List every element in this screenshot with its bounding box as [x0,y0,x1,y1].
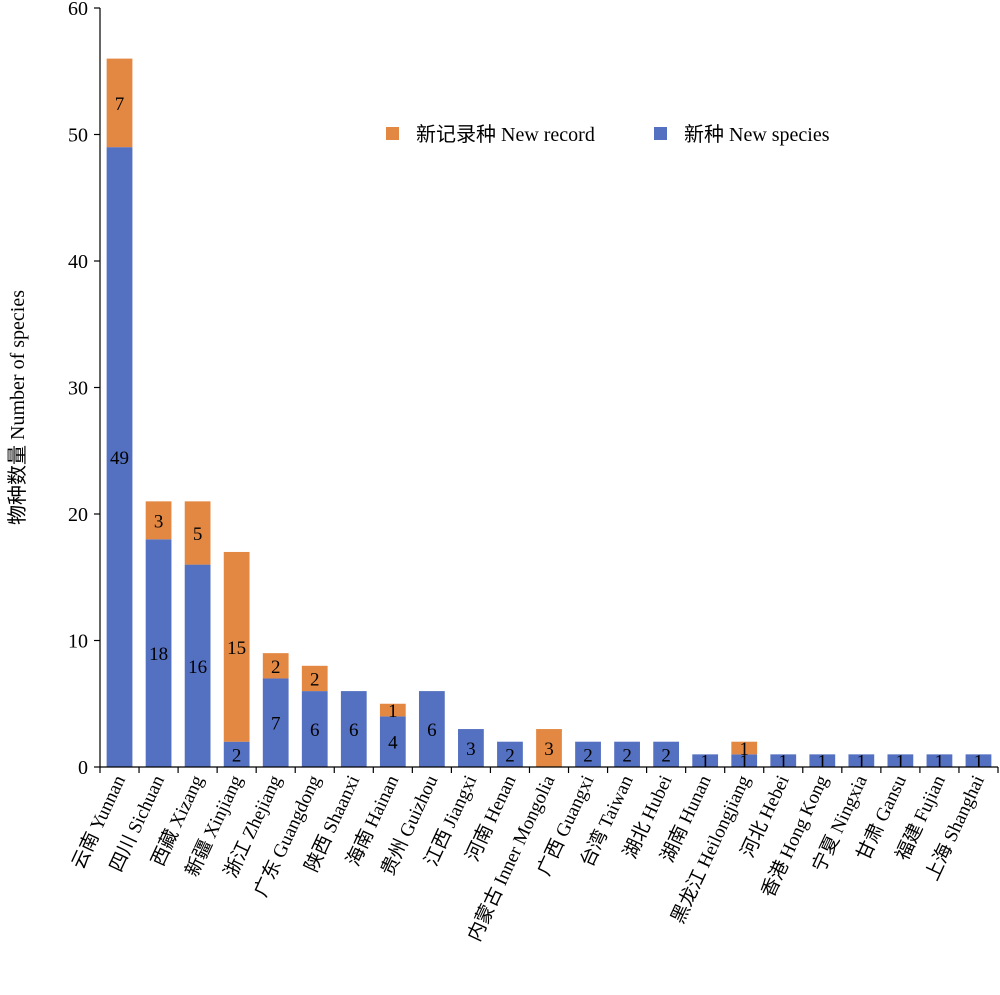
y-tick-label: 40 [68,251,88,273]
legend-label: 新种 New species [684,123,830,146]
bar-segment-new-species [926,754,953,767]
data-label: 7 [271,714,281,735]
bar-segment-new-species [887,754,914,767]
data-label: 1 [739,739,749,760]
data-label: 2 [271,657,281,678]
bar-segment-new-species [614,741,640,767]
data-label: 6 [349,720,359,741]
data-label: 1 [896,752,906,773]
data-label: 2 [583,745,593,766]
data-label: 18 [149,644,168,665]
bar-segment-new-species [965,754,992,767]
y-tick-label: 20 [68,504,88,526]
bar-segment-new-species [418,691,445,767]
data-label: 3 [466,739,476,760]
data-label: 16 [188,657,207,678]
data-label: 6 [427,720,437,741]
legend-label: 新记录种 New record [416,123,595,146]
legend-swatch [654,127,667,140]
y-tick-label: 60 [68,0,88,20]
bar-segment-new-record [731,741,758,755]
bar-segment-new-species [184,564,211,767]
data-label: 1 [857,752,867,773]
bar-segment-new-record [145,501,172,540]
data-label: 2 [310,669,320,690]
bar-segment-new-record [262,653,289,679]
data-label: 2 [505,745,515,766]
y-tick-label: 10 [68,631,88,653]
bar-segment-new-species [301,691,328,767]
data-label: 1 [388,701,398,722]
data-label: 1 [700,752,710,773]
bar-segment-new-species [106,147,133,767]
data-label: 6 [310,720,320,741]
data-label: 5 [193,524,203,545]
data-label: 15 [227,638,246,659]
data-label: 1 [779,752,789,773]
bar-segment-new-species [145,539,172,767]
data-label: 2 [622,745,632,766]
data-label: 1 [974,752,984,773]
data-label: 2 [232,745,242,766]
bar-segment-new-species [770,754,797,767]
y-tick-label: 50 [68,125,88,147]
bar-segment-new-record [536,729,562,767]
data-label: 4 [388,733,398,754]
bar-segment-new-record [379,703,406,717]
bar-segment-new-record [223,551,250,742]
bar-segment-new-species [340,691,367,767]
data-label: 1 [739,752,749,773]
bar-segment-new-species [379,716,406,767]
data-label: 7 [115,94,125,115]
bar-segment-new-species [848,754,875,767]
bar-segment-new-species [262,678,289,767]
bar-segment-new-species [497,741,523,767]
bar-segment-new-record [301,665,328,692]
bar-segment-new-species [575,741,601,767]
y-axis-ticks: 0 10 20 30 40 50 60 [68,0,100,779]
y-tick-label: 30 [68,378,88,400]
bar-segment-new-species [653,741,680,767]
data-label: 1 [935,752,945,773]
bar-segment-new-species [809,754,836,767]
bar-segment-new-record [184,501,211,565]
y-axis-title: 物种数量 Number of species [6,290,29,525]
bar-segment-new-species [223,741,250,767]
bar-segment-new-record [106,58,133,148]
data-label: 3 [544,739,554,760]
data-label: 3 [154,511,164,532]
legend: 新记录种 New record 新种 New species [386,123,830,146]
bar-segment-new-species [731,754,758,767]
data-label: 49 [110,448,129,469]
bar-segment-new-species [692,754,719,767]
bars-group [99,58,999,773]
legend-swatch [386,127,399,140]
data-label: 2 [661,745,671,766]
y-tick-label: 0 [78,757,88,779]
bar-segment-new-species [458,729,484,767]
data-label: 1 [818,752,828,773]
